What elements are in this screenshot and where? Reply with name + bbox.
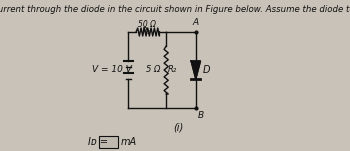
Text: V = 10 V: V = 10 V [92,66,132,74]
Text: R₂: R₂ [168,66,177,74]
Text: Iᴅ =: Iᴅ = [88,137,108,147]
Polygon shape [191,61,201,79]
Text: 50 Ω: 50 Ω [138,20,156,29]
Text: B: B [198,111,204,120]
FancyBboxPatch shape [99,136,118,148]
Text: D: D [203,65,210,75]
Text: (i): (i) [173,122,183,132]
Text: mA: mA [120,137,136,147]
Text: R₁: R₁ [142,27,151,36]
Text: 5 Ω: 5 Ω [146,66,160,74]
Text: A: A [193,18,199,27]
Text: Find the current through the diode in the circuit shown in Figure below. Assume : Find the current through the diode in th… [0,5,350,14]
